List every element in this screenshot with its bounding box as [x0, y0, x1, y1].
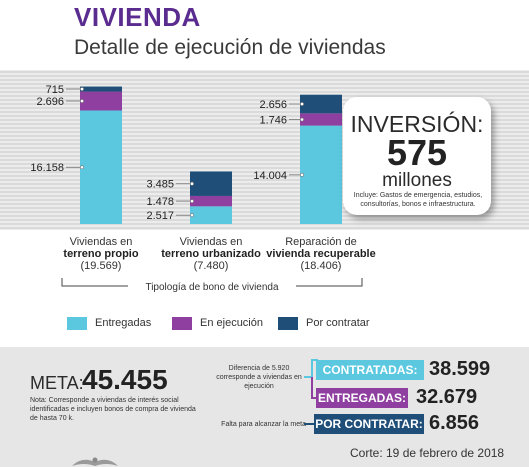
category-label-line1: Viviendas en — [180, 236, 243, 248]
legend-label-por-contratar: Por contratar — [306, 317, 370, 329]
category-label-line2: terreno urbanizado — [161, 248, 261, 260]
bar-3-segment-3 — [300, 94, 342, 114]
meta-label: META: — [30, 373, 84, 393]
legend-item-en-ejecucion: En ejecución — [172, 315, 263, 331]
entregadas-value: 32.679 — [416, 386, 478, 408]
leader-dot — [80, 165, 84, 170]
bar-3-segment-1 — [300, 125, 342, 224]
data-label-bar-2-series-2: 1.478 — [146, 196, 174, 208]
category-label-line1: Viviendas en — [70, 236, 133, 248]
leader-dot — [300, 117, 304, 122]
meta-note: Nota: Corresponde a viviendas de interés… — [30, 397, 196, 422]
por-contratar-label: POR CONTRATAR: — [314, 414, 424, 434]
data-label-bar-1-series-3: 715 — [46, 84, 64, 96]
page-title: VIVIENDA — [74, 2, 201, 32]
leader-dot — [190, 181, 194, 186]
cutoff-date: Corte: 19 de febrero de 2018 — [350, 446, 505, 460]
category-label-line3: (7.480) — [194, 260, 229, 272]
data-label-bar-3-series-2: 1.746 — [259, 114, 287, 126]
investment-card: INVERSIÓN: 575 millones Incluye: Gastos … — [343, 97, 491, 215]
data-label-bar-1-series-1: 16.158 — [30, 162, 64, 174]
connector-contratadas — [304, 359, 318, 378]
summary-panel — [0, 347, 529, 467]
reach-goal-note: Falta para alcanzar la meta — [221, 421, 306, 428]
legend-label-entregadas: Entregadas — [95, 317, 152, 329]
leader-dot — [80, 87, 84, 91]
legend-swatch-en-ejecucion — [172, 316, 192, 330]
bar-1-segment-2 — [80, 91, 122, 111]
category-label-line2: vivienda recuperable — [266, 248, 375, 260]
data-label-bar-2-series-1: 2.517 — [146, 210, 174, 222]
contratadas-value: 38.599 — [429, 358, 491, 380]
bar-2-segment-3 — [190, 171, 232, 196]
investment-title: INVERSIÓN: — [350, 111, 484, 137]
bar-3-segment-2 — [300, 113, 342, 126]
legend-label-en-ejecucion: En ejecución — [200, 317, 263, 329]
investment-amount: 575 — [386, 132, 448, 173]
page-subtitle: Detalle de ejecución de viviendas — [74, 36, 386, 59]
leader-dot — [300, 102, 304, 106]
data-label-bar-3-series-1: 14.004 — [253, 170, 287, 182]
legend-swatch-entregadas — [67, 316, 87, 330]
data-label-bar-3-series-3: 2.656 — [259, 99, 287, 111]
data-label-bar-2-series-3: 3.485 — [146, 179, 174, 191]
bar-1-segment-1 — [80, 110, 122, 224]
bar-2-segment-1 — [190, 206, 232, 224]
investment-unit: millones — [382, 170, 452, 191]
data-label-bar-1-series-2: 2.696 — [36, 96, 64, 108]
contratadas-label: CONTRATADAS: — [316, 360, 424, 380]
bar-1-segment-3 — [80, 86, 122, 92]
legend-item-entregadas: Entregadas — [67, 315, 151, 331]
entregadas-label: ENTREGADAS: — [316, 388, 408, 408]
investment-note: Incluye: Gastos de emergencia, estudios,… — [353, 192, 483, 208]
meta-value: 45.455 — [82, 364, 168, 395]
category-label-line2: terreno propio — [63, 248, 138, 260]
eagle-emblem-icon — [72, 457, 118, 466]
category-label-line3: (19.569) — [81, 260, 122, 272]
category-label-line3: (18.406) — [301, 260, 342, 272]
leader-dot — [190, 213, 194, 218]
x-axis-label: Tipología de bono de vivienda — [145, 282, 279, 293]
x-axis-label-bg — [128, 281, 296, 293]
difference-note: Diferencia de 5.920 corresponde a vivien… — [216, 365, 302, 390]
leader-dot — [190, 199, 194, 204]
leader-dot — [80, 99, 84, 103]
category-label-line1: Reparación de — [285, 236, 357, 248]
legend-swatch-por-contratar — [278, 316, 298, 330]
legend-item-por-contratar: Por contratar — [278, 315, 370, 331]
leader-dot — [300, 172, 304, 177]
bar-2-segment-2 — [190, 195, 232, 207]
por-contratar-value: 6.856 — [429, 412, 480, 434]
